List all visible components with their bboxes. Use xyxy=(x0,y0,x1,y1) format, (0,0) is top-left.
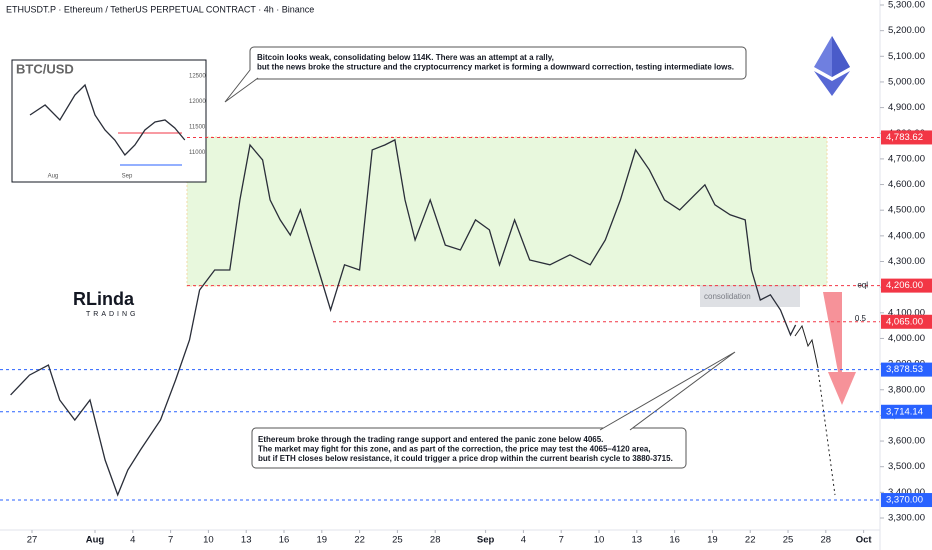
callout-pointer xyxy=(599,351,736,431)
annotation: Bitcoin looks weak, consolidating below … xyxy=(257,53,554,62)
x-tick-label: 7 xyxy=(168,535,173,546)
inset-x-tick-label: Sep xyxy=(122,174,133,180)
x-tick-label: 13 xyxy=(632,535,643,546)
level-label: 4,065.00 xyxy=(886,316,923,327)
inset-frame xyxy=(11,59,207,183)
x-tick-label: 16 xyxy=(669,535,680,546)
callout-pointer xyxy=(224,69,259,103)
x-tick-label: 4 xyxy=(130,535,135,546)
inset-x-tick-label: Aug xyxy=(48,174,59,180)
level-note: consolidation xyxy=(704,292,751,301)
annotation: Ethereum broke through the trading range… xyxy=(258,435,603,444)
annotation: The market may fight for this zone, and … xyxy=(258,445,651,454)
x-tick-label: 10 xyxy=(594,535,605,546)
price-line xyxy=(29,83,186,157)
inset-title: BTC/USD xyxy=(16,61,74,76)
annotation: but the news broke the structure and the… xyxy=(257,63,734,72)
inset-y-tick-label: 11500 xyxy=(189,125,206,131)
y-tick-label: 5,100.00 xyxy=(888,51,925,62)
level-label: 4,783.62 xyxy=(886,132,923,143)
x-tick-label: 13 xyxy=(241,535,252,546)
y-tick-label: 4,300.00 xyxy=(888,256,925,267)
x-tick-label: 10 xyxy=(203,535,214,546)
level-badge xyxy=(881,362,932,377)
level-note: eql xyxy=(857,281,868,290)
x-tick-label: 16 xyxy=(279,535,290,546)
level-badge xyxy=(881,314,932,329)
inset-y-tick-label: 11000 xyxy=(189,150,206,156)
logo-text: RLinda xyxy=(73,289,135,309)
level-badge xyxy=(881,278,932,293)
level-label: 4,206.00 xyxy=(886,280,923,291)
x-tick-label: 22 xyxy=(354,535,365,546)
level-label: 3,370.00 xyxy=(886,495,923,506)
x-tick-label: 19 xyxy=(707,535,718,546)
y-tick-label: 4,900.00 xyxy=(888,102,925,113)
x-tick-label: 28 xyxy=(430,535,441,546)
x-tick-label: 25 xyxy=(783,535,794,546)
level-badge xyxy=(881,130,932,145)
x-tick-label: Aug xyxy=(86,535,105,546)
y-tick-label: 5,300.00 xyxy=(888,0,925,11)
x-tick-label: 22 xyxy=(745,535,756,546)
level-note: 0.5 xyxy=(855,314,867,323)
y-tick-label: 3,400.00 xyxy=(888,487,925,498)
y-tick-label: 4,500.00 xyxy=(888,205,925,216)
level-label: 3,878.53 xyxy=(886,364,923,375)
y-tick-label: 5,000.00 xyxy=(888,76,925,87)
y-tick-label: 5,200.00 xyxy=(888,25,925,36)
x-tick-label: Oct xyxy=(856,535,873,546)
level-badge xyxy=(881,493,932,508)
price-line xyxy=(10,138,797,497)
inset-y-tick-label: 12000 xyxy=(189,99,206,105)
callout-box xyxy=(251,427,687,469)
range-zone xyxy=(186,136,828,287)
x-tick-label: 27 xyxy=(27,535,38,546)
eth-logo xyxy=(814,36,850,96)
forecast-path xyxy=(817,369,836,496)
level-badge xyxy=(881,404,932,419)
y-tick-label: 4,100.00 xyxy=(888,307,925,318)
x-tick-label: 4 xyxy=(521,535,526,546)
down-arrow xyxy=(823,292,856,405)
y-tick-label: 4,700.00 xyxy=(888,153,925,164)
x-tick-label: 19 xyxy=(317,535,328,546)
y-tick-label: 4,600.00 xyxy=(888,179,925,190)
y-tick-label: 3,800.00 xyxy=(888,384,925,395)
level-label: 3,714.14 xyxy=(886,406,923,417)
annotation: but if ETH closes below resistance, it c… xyxy=(258,454,673,463)
y-tick-label: 3,300.00 xyxy=(888,513,925,524)
logo-subtext: TRADING xyxy=(86,311,139,318)
x-tick-label: 28 xyxy=(821,535,832,546)
forecast-path xyxy=(794,324,819,369)
x-tick-label: 7 xyxy=(559,535,564,546)
x-tick-label: 25 xyxy=(392,535,403,546)
callout-box xyxy=(249,46,747,80)
y-tick-label: 4,000.00 xyxy=(888,333,925,344)
y-tick-label: 3,500.00 xyxy=(888,461,925,472)
y-tick-label: 4,400.00 xyxy=(888,230,925,241)
inset-y-tick-label: 12500 xyxy=(189,74,206,80)
x-tick-label: Sep xyxy=(477,535,495,546)
y-tick-label: 3,600.00 xyxy=(888,436,925,447)
chart-header: ETHUSDT.P · Ethereum / TetherUS PERPETUA… xyxy=(6,4,314,14)
